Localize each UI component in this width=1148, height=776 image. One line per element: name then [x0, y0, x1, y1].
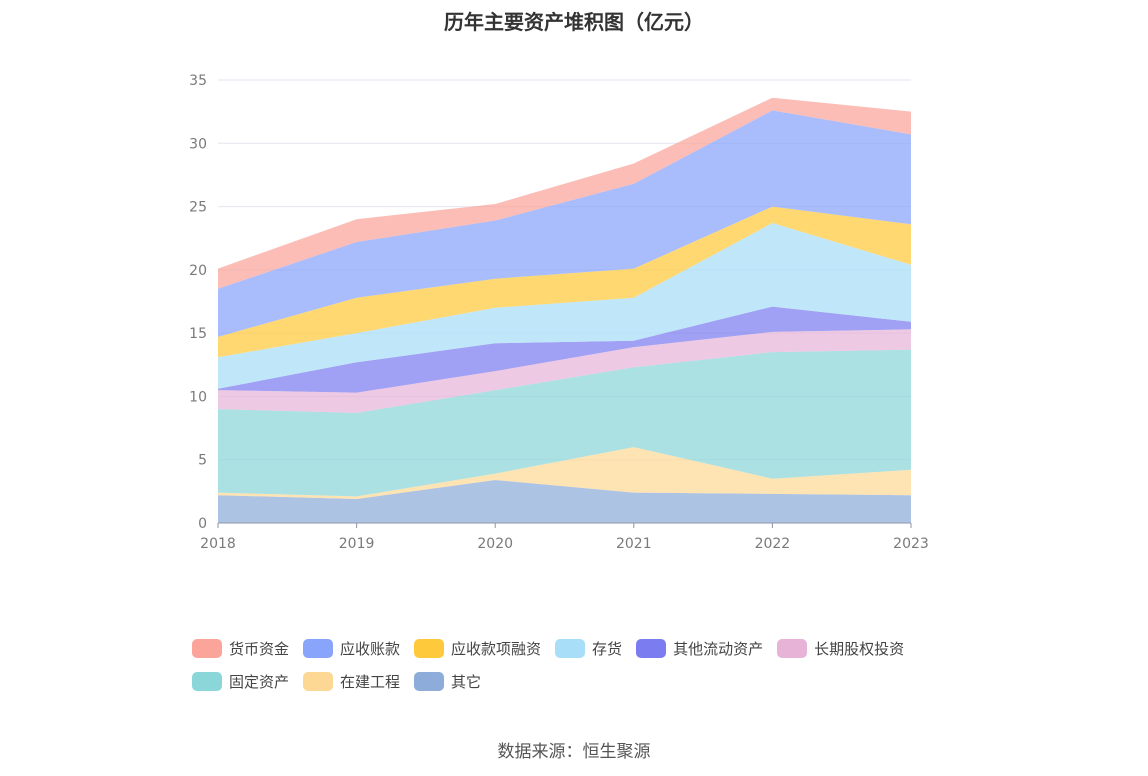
y-tick-label: 25: [189, 200, 207, 216]
x-tick-label: 2019: [339, 536, 375, 552]
legend-swatch: [192, 672, 222, 691]
y-tick-label: 5: [198, 453, 207, 469]
legend-swatch: [303, 639, 334, 658]
y-tick-label: 30: [189, 136, 207, 152]
legend-item[interactable]: 在建工程: [303, 671, 400, 692]
legend-item[interactable]: 固定资产: [192, 671, 289, 692]
area-series: [218, 306, 911, 393]
stacked-area-chart: 0 5 10 15 20 25 30 35 2018 2019 2020 2021 2022 2023: [189, 73, 929, 552]
chart-title: 历年主要资产堆积图（亿元）: [444, 10, 704, 34]
area-series: [218, 480, 911, 523]
x-tick-label: 2022: [755, 536, 791, 552]
legend-item[interactable]: 长期股权投资: [777, 638, 904, 659]
area-series: [218, 349, 911, 497]
legend-label: 应收款项融资: [451, 640, 542, 658]
legend-label: 应收账款: [340, 640, 401, 658]
source-note: 数据来源：恒生聚源: [497, 742, 651, 762]
legend-swatch: [303, 672, 334, 691]
legend-swatch: [636, 639, 667, 658]
y-tick-label: 10: [189, 389, 207, 405]
area-series: [218, 329, 911, 413]
legend-swatch: [414, 672, 445, 691]
area-series: [218, 110, 911, 337]
legend-item[interactable]: 其它: [414, 671, 481, 692]
legend-item[interactable]: 货币资金: [192, 638, 289, 659]
legend: 货币资金 应收账款 应收款项融资 存货 其他流动资产 长期股权投资固定资产 在建工程 其它: [192, 638, 982, 704]
area-series-group: [218, 97, 911, 523]
legend-label: 长期股权投资: [814, 640, 905, 658]
legend-label: 其他流动资产: [673, 640, 764, 658]
legend-swatch: [777, 639, 808, 658]
x-tick-label: 2018: [200, 536, 236, 552]
legend-swatch: [414, 639, 445, 658]
legend-label: 货币资金: [229, 640, 290, 658]
legend-label: 其它: [451, 673, 482, 691]
legend-swatch: [555, 639, 586, 658]
area-series: [218, 223, 911, 389]
legend-label: 固定资产: [229, 673, 290, 691]
y-tick-label: 15: [189, 326, 207, 342]
legend-item[interactable]: 应收账款: [303, 638, 400, 659]
area-series: [218, 447, 911, 499]
x-tick-label: 2020: [477, 536, 513, 552]
legend-item[interactable]: 存货: [555, 638, 622, 659]
x-tick-label: 2023: [893, 536, 929, 552]
area-series: [218, 206, 911, 358]
y-tick-label: 0: [198, 516, 207, 532]
legend-item[interactable]: 应收款项融资: [414, 638, 541, 659]
legend-item[interactable]: 其他流动资产: [636, 638, 763, 659]
axes: 2018 2019 2020 2021 2022 2023: [200, 522, 929, 552]
legend-swatch: [192, 639, 222, 658]
legend-label: 在建工程: [340, 673, 401, 691]
y-tick-label: 35: [189, 73, 207, 89]
x-tick-label: 2021: [616, 536, 652, 552]
y-tick-label: 20: [189, 263, 207, 279]
area-series: [218, 97, 911, 289]
legend-label: 存货: [592, 640, 623, 658]
